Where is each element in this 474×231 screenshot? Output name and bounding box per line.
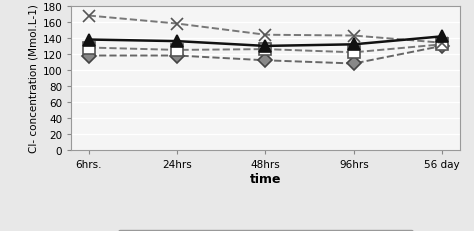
X-axis label: time: time <box>250 172 281 185</box>
Y-axis label: Cl- concentration (Mmol.L-1): Cl- concentration (Mmol.L-1) <box>28 4 38 153</box>
Legend: 1.5 psu, 7.5 psu, 15 psu, 30 psu: 1.5 psu, 7.5 psu, 15 psu, 30 psu <box>118 230 413 231</box>
